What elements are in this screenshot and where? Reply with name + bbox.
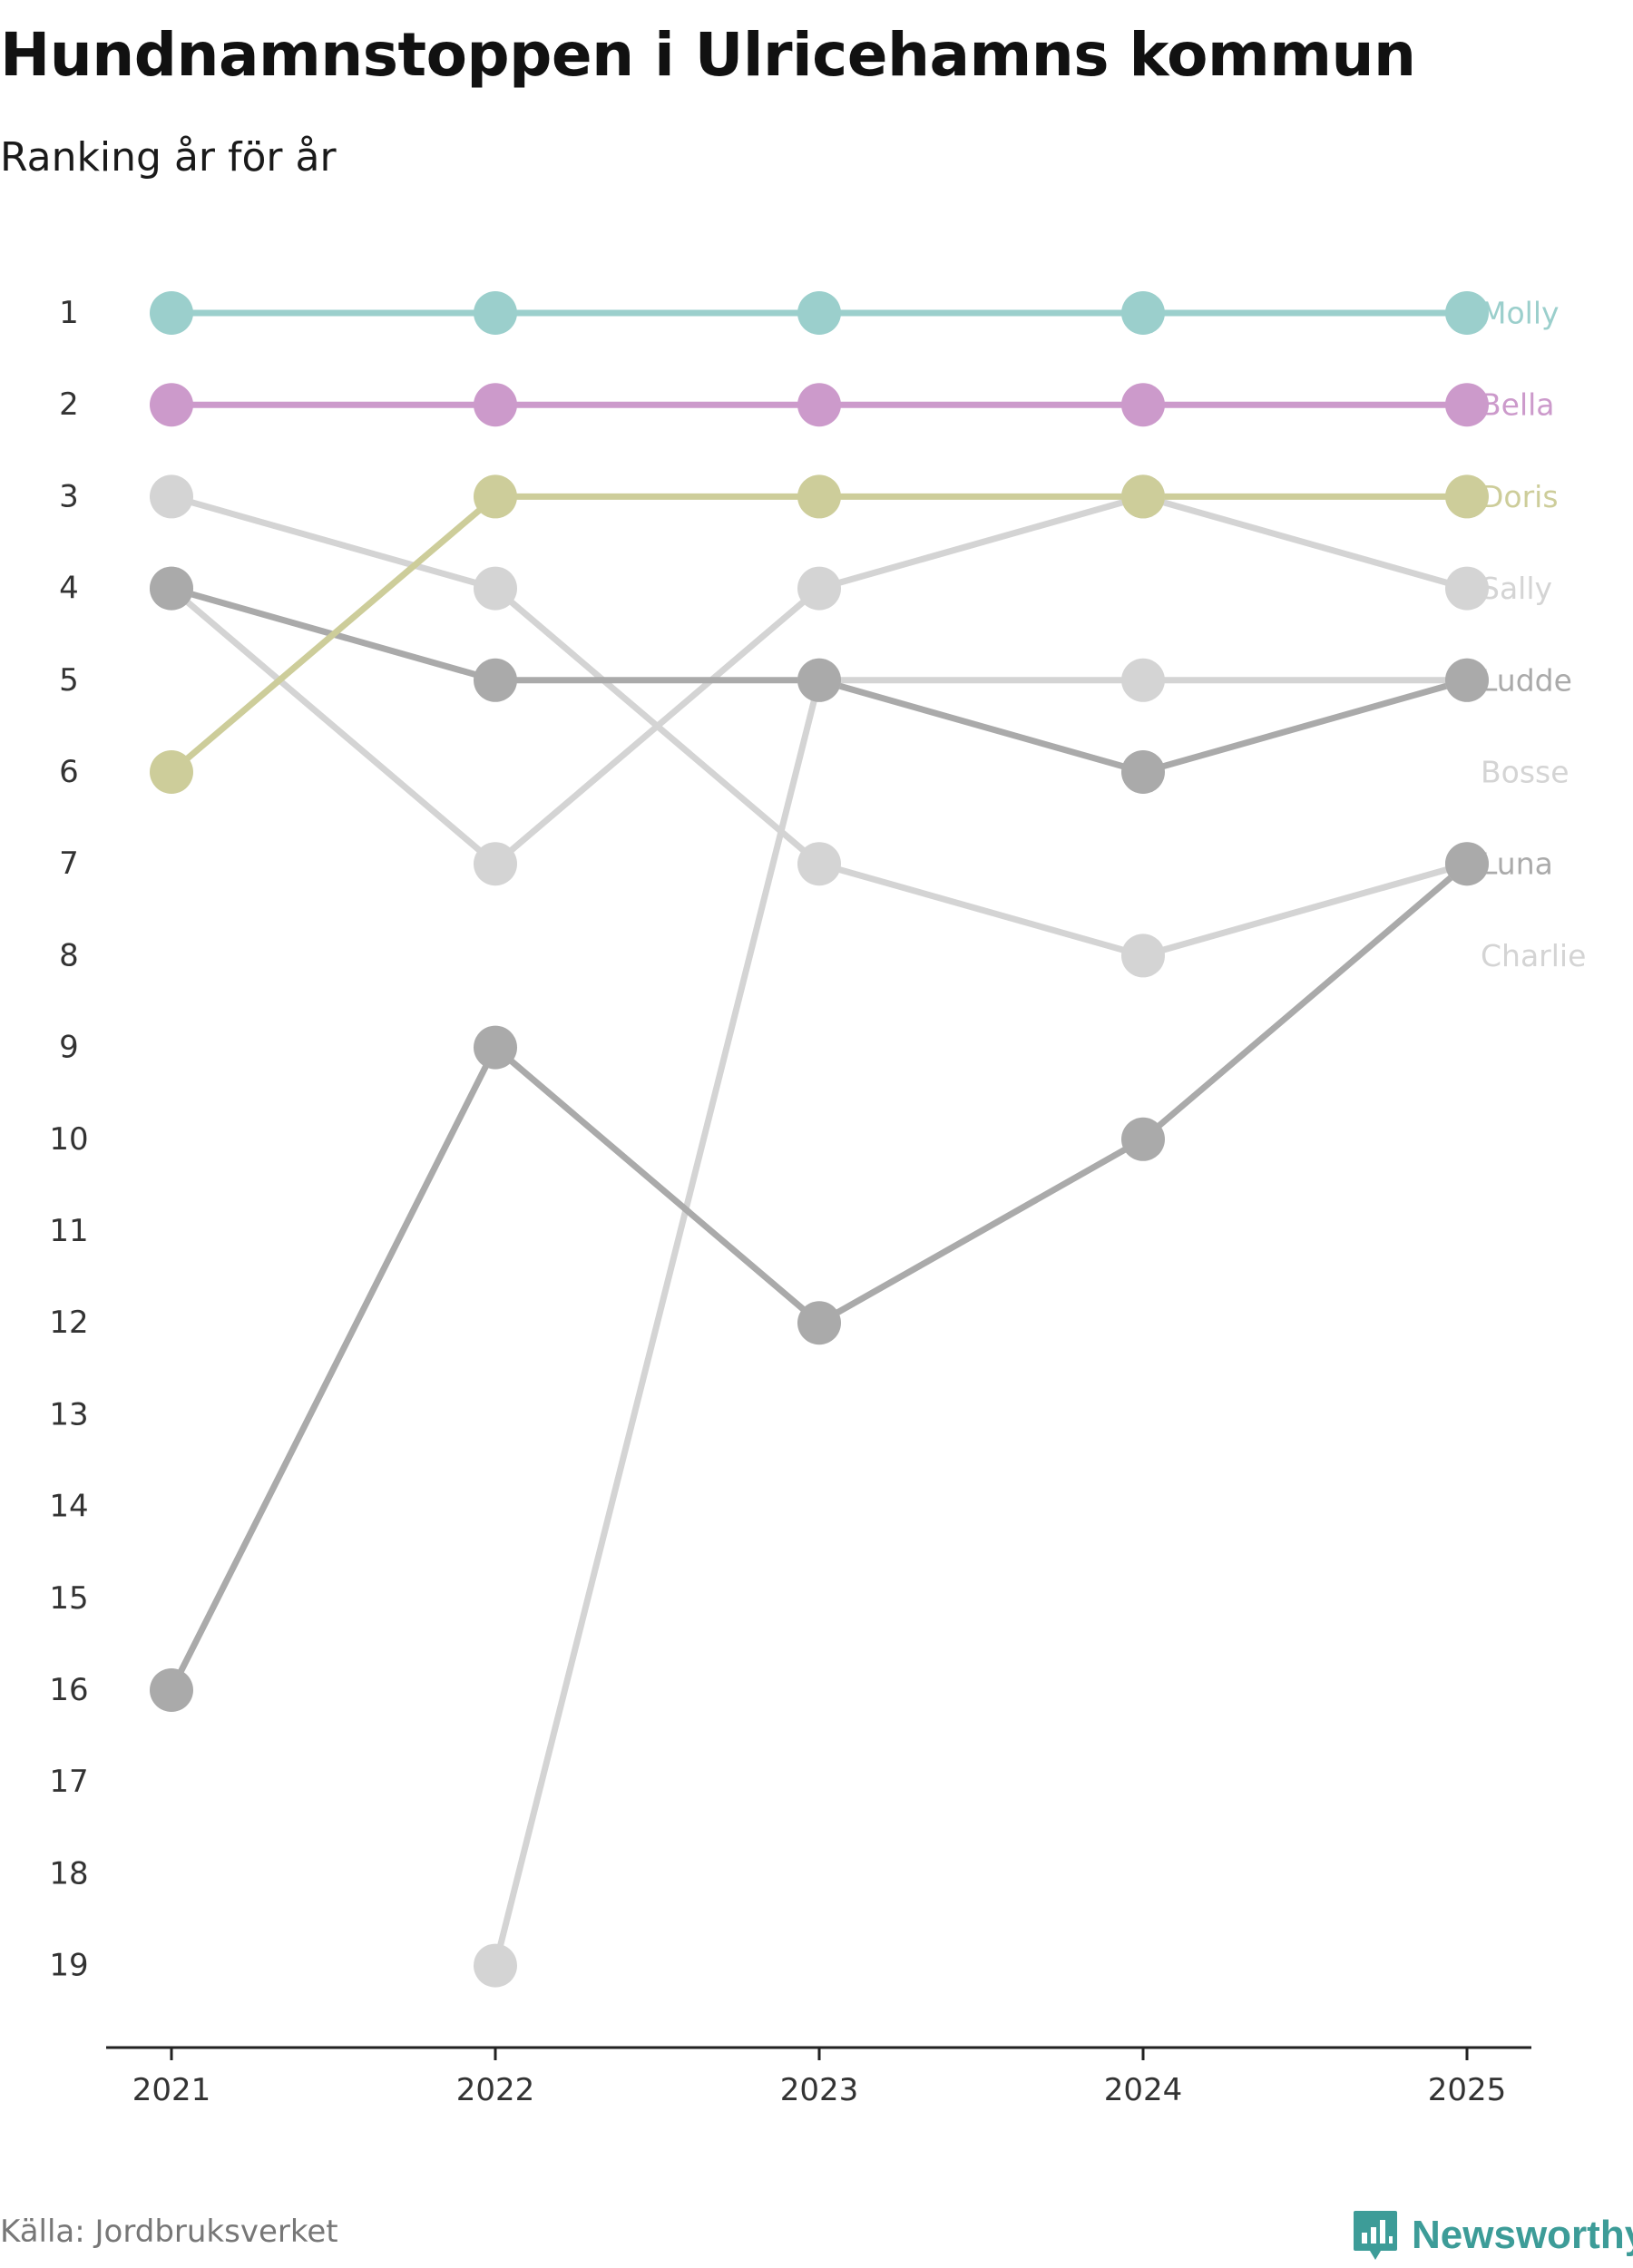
- y-tick-10: 10: [49, 1121, 88, 1158]
- y-tick-8: 8: [59, 937, 79, 973]
- y-tick-11: 11: [49, 1213, 88, 1249]
- y-tick-14: 14: [49, 1489, 88, 1525]
- point-molly-2023: [797, 291, 841, 335]
- y-tick-18: 18: [49, 1855, 88, 1892]
- y-tick-5: 5: [59, 662, 79, 699]
- series-line-doris: [168, 493, 1471, 776]
- y-tick-19: 19: [49, 1948, 88, 1984]
- end-label-bella: Bella: [1481, 387, 1555, 423]
- end-labels: Molly Bella Doris Sally Ludde Bosse Luna Charli…: [1481, 296, 1586, 973]
- point-doris-2023: [797, 474, 841, 519]
- end-label-doris: Doris: [1481, 479, 1559, 514]
- point-ludde-2024: [1121, 750, 1165, 794]
- end-label-ludde: Ludde: [1481, 662, 1572, 698]
- point-luna-2024: [1121, 1117, 1165, 1161]
- point-charlie-2022: [474, 1943, 517, 1988]
- point-charlie-2024: [1121, 658, 1165, 702]
- point-sally-2024: [1121, 934, 1165, 978]
- point-doris-2025: [1445, 474, 1489, 519]
- chart-title: Hundnamnstoppen i Ulricehamns kommun: [0, 20, 1416, 90]
- x-axis: 2021 2022 2023 2024 2025: [106, 2046, 1531, 2108]
- point-luna-2021: [150, 1668, 193, 1712]
- end-label-molly: Molly: [1481, 296, 1560, 331]
- chart-subtitle: Ranking år för år: [0, 134, 337, 181]
- series-points: [150, 291, 1489, 1988]
- point-bella-2025: [1445, 383, 1489, 427]
- bar-chart-icon: [1354, 2211, 1397, 2260]
- point-molly-2024: [1121, 291, 1165, 335]
- y-tick-2: 2: [59, 386, 79, 423]
- brand-name: Newsworthy: [1412, 2213, 1633, 2257]
- x-tick-2022: 2022: [456, 2072, 535, 2108]
- y-tick-4: 4: [59, 571, 79, 607]
- point-molly-2021: [150, 291, 193, 335]
- y-tick-13: 13: [49, 1396, 88, 1432]
- point-luna-2025: [1445, 842, 1489, 886]
- y-tick-15: 15: [49, 1580, 88, 1617]
- x-tick-2024: 2024: [1104, 2072, 1183, 2108]
- point-doris-2021: [150, 750, 193, 794]
- end-label-luna: Luna: [1481, 846, 1553, 882]
- point-ludde-2023: [797, 658, 841, 702]
- series-line-charlie: [492, 677, 1471, 1970]
- end-label-sally: Sally: [1481, 571, 1552, 606]
- point-bella-2024: [1121, 383, 1165, 427]
- y-tick-6: 6: [59, 754, 79, 790]
- point-sally-2021: [150, 474, 193, 519]
- y-tick-3: 3: [59, 478, 79, 514]
- point-bella-2023: [797, 383, 841, 427]
- point-ludde-2025: [1445, 658, 1489, 702]
- point-bosse-2023: [797, 566, 841, 611]
- point-bosse-2025: [1445, 566, 1489, 611]
- point-doris-2024: [1121, 474, 1165, 519]
- y-tick-7: 7: [59, 846, 79, 882]
- end-label-charlie: Charlie: [1481, 938, 1586, 973]
- point-molly-2022: [474, 291, 517, 335]
- point-sally-2022: [474, 566, 517, 611]
- x-tick-2023: 2023: [780, 2072, 859, 2108]
- point-ludde-2022: [474, 658, 517, 702]
- newsworthy-logo: Newsworthy: [1352, 2209, 1633, 2262]
- point-luna-2022: [474, 1025, 517, 1070]
- point-sally-2023: [797, 842, 841, 886]
- point-bosse-2022: [474, 842, 517, 886]
- y-tick-12: 12: [49, 1305, 88, 1341]
- point-luna-2023: [797, 1301, 841, 1345]
- end-label-bosse: Bosse: [1481, 755, 1569, 790]
- series-line-luna: [168, 860, 1471, 1694]
- point-ludde-2021: [150, 566, 193, 611]
- source-note: Källa: Jordbruksverket: [0, 2214, 338, 2250]
- y-tick-17: 17: [49, 1764, 88, 1800]
- y-tick-16: 16: [49, 1672, 88, 1708]
- y-tick-9: 9: [59, 1030, 79, 1066]
- x-tick-2025: 2025: [1428, 2072, 1507, 2108]
- series-line-sally: [168, 493, 1471, 959]
- y-tick-1: 1: [59, 295, 79, 331]
- point-molly-2025: [1445, 291, 1489, 335]
- point-doris-2022: [474, 474, 517, 519]
- point-bella-2022: [474, 383, 517, 427]
- series-lines: [168, 309, 1471, 1970]
- x-tick-2021: 2021: [132, 2072, 211, 2108]
- point-bella-2021: [150, 383, 193, 427]
